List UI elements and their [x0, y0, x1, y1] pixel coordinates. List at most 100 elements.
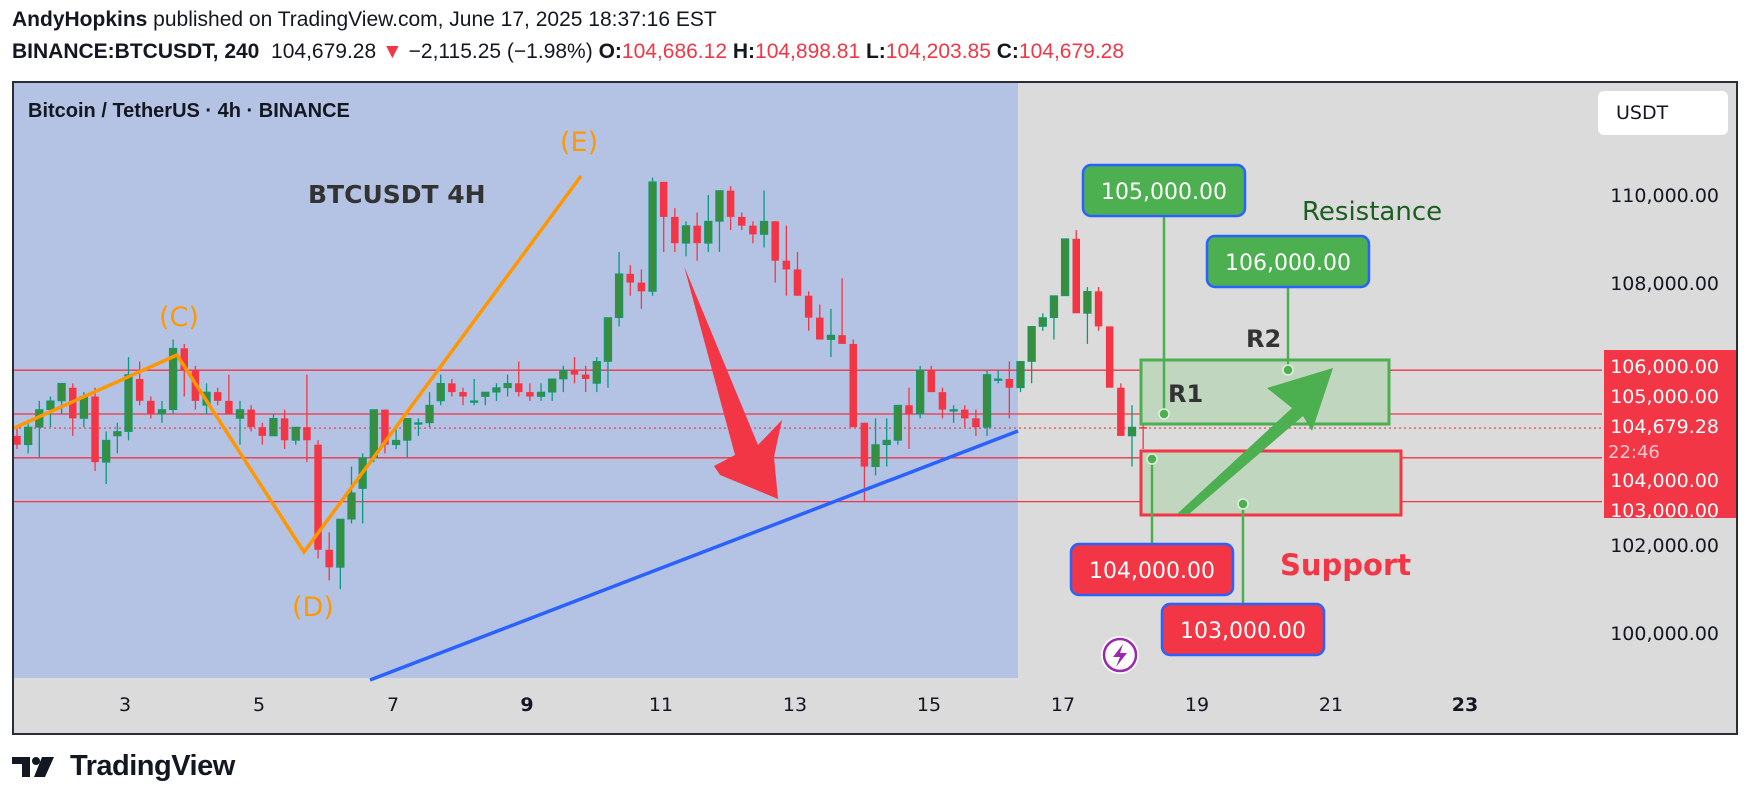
support-zone[interactable]: [1139, 449, 1403, 517]
candle: [871, 444, 880, 467]
candle: [113, 431, 122, 437]
candle: [1117, 387, 1125, 436]
candle: [1127, 426, 1137, 437]
s1-anchor[interactable]: [1146, 453, 1158, 465]
candle: [247, 409, 255, 428]
candle: [671, 216, 679, 244]
wave-line[interactable]: [14, 174, 583, 556]
s2-anchor[interactable]: [1237, 498, 1249, 510]
time-tick-21: 21: [1319, 694, 1343, 716]
candle: [436, 382, 445, 402]
candle: [1094, 291, 1103, 327]
candle: [648, 181, 657, 292]
candle: [559, 369, 568, 380]
candle: [448, 383, 456, 393]
wave-label-e[interactable]: (E): [560, 127, 598, 158]
annotation-title[interactable]: BTCUSDT 4H: [308, 180, 486, 209]
candle: [515, 383, 523, 393]
candle: [726, 190, 735, 217]
candle: [804, 295, 813, 318]
chart-canvas[interactable]: 105,000.00 106,000.00 104,000.00 103,000…: [14, 83, 1736, 733]
candle: [916, 369, 925, 415]
high-label: H:: [732, 40, 756, 63]
badge-106000: 106,000.00: [1610, 356, 1719, 378]
price-tick-110000: 110,000.00: [1610, 185, 1719, 207]
candle: [860, 422, 869, 467]
candle: [1105, 326, 1114, 388]
lightning-icon[interactable]: [1101, 636, 1139, 674]
candle: [681, 225, 691, 244]
candle: [481, 391, 490, 397]
time-tick-15: 15: [917, 694, 941, 716]
price-tick-102000: 102,000.00: [1610, 535, 1719, 557]
close-value: 104,679.28: [1018, 40, 1125, 63]
candle: [793, 269, 802, 296]
resistance-zone[interactable]: [1139, 358, 1391, 426]
candle: [715, 190, 724, 222]
support-label[interactable]: Support: [1280, 548, 1411, 582]
candle: [782, 260, 791, 270]
open-value: 104,686.12: [621, 40, 727, 63]
r1-label[interactable]: R1: [1168, 380, 1203, 408]
candle: [1038, 317, 1047, 327]
time-tick-5: 5: [253, 694, 265, 716]
currency-button[interactable]: USDT: [1598, 91, 1728, 135]
r1-callout[interactable]: 105,000.00: [1081, 163, 1247, 218]
candle: [738, 216, 746, 226]
price-axis[interactable]: 110,000.00 108,000.00 102,000.00 100,000…: [1604, 185, 1736, 645]
trend-line[interactable]: [369, 429, 1019, 682]
candle: [124, 374, 133, 432]
r2-label[interactable]: R2: [1246, 325, 1281, 353]
candle: [592, 361, 601, 384]
candle: [291, 426, 300, 441]
r2-anchor[interactable]: [1282, 364, 1294, 376]
candle: [603, 317, 613, 362]
time-tick-11: 11: [649, 694, 673, 716]
candle: [23, 426, 33, 446]
candle: [626, 273, 634, 283]
highlight-region: [14, 83, 1018, 678]
wave-label-c[interactable]: (C): [159, 302, 199, 333]
wave-label-d[interactable]: (D): [292, 592, 334, 623]
candle: [258, 427, 267, 436]
time-tick-19: 19: [1185, 694, 1209, 716]
candle: [225, 400, 233, 414]
candle: [893, 404, 902, 441]
tradingview-logo[interactable]: TradingView: [12, 750, 235, 783]
candle: [693, 225, 701, 244]
candle: [949, 409, 958, 412]
candle: [749, 225, 757, 235]
candle: [336, 518, 345, 568]
candle: [826, 334, 836, 340]
symbol-label: BINANCE:BTCUSDT, 240: [12, 40, 260, 63]
candle: [1005, 378, 1014, 388]
candle: [403, 417, 412, 441]
symbol-title[interactable]: Bitcoin / TetherUS · 4h · BINANCE: [28, 100, 350, 122]
r2-callout[interactable]: 106,000.00: [1205, 234, 1371, 289]
candle: [614, 273, 624, 319]
candle: [838, 335, 846, 344]
chart-panel[interactable]: 105,000.00 106,000.00 104,000.00 103,000…: [12, 81, 1738, 735]
up-arrow-drawing[interactable]: [1177, 368, 1333, 514]
candle: [905, 405, 913, 414]
candle: [882, 439, 891, 446]
low-label: L:: [865, 40, 886, 63]
time-tick-17: 17: [1051, 694, 1075, 716]
candle: [1083, 290, 1092, 314]
author-name[interactable]: AndyHopkins: [12, 8, 148, 31]
candle: [14, 435, 21, 445]
candle: [503, 382, 512, 389]
candle: [325, 549, 333, 568]
resistance-label[interactable]: Resistance: [1302, 197, 1442, 227]
time-tick-9: 9: [520, 694, 533, 716]
down-arrow-drawing[interactable]: [684, 266, 782, 499]
time-axis[interactable]: 3 5 7 9 11 13 15 17 19 21 23: [119, 694, 1478, 716]
candle: [982, 374, 992, 428]
badge-current-price: 104,679.28: [1610, 416, 1719, 438]
r1-anchor[interactable]: [1158, 408, 1170, 420]
s1-callout[interactable]: 104,000.00: [1069, 542, 1235, 597]
s2-callout[interactable]: 103,000.00: [1160, 602, 1326, 657]
close-label: C:: [996, 40, 1019, 63]
candle: [581, 374, 590, 379]
low-value: 104,203.85: [885, 40, 991, 63]
